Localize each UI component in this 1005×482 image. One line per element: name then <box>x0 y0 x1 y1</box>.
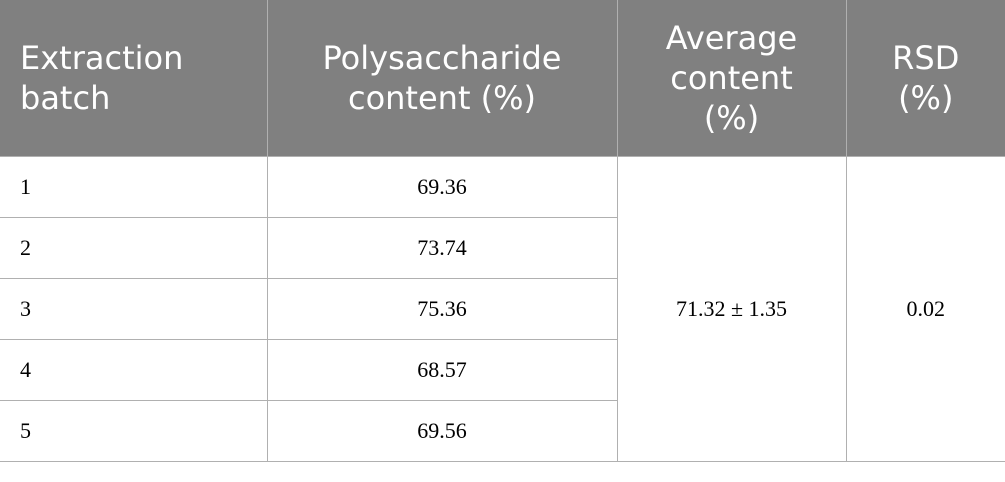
batch-cell: 5 <box>0 399 268 462</box>
header-cell: RSD (%) <box>846 0 1005 156</box>
header-text: Extraction batch <box>20 38 184 117</box>
header-cell: Average content (%) <box>617 0 847 156</box>
batch-cell: 3 <box>0 277 268 340</box>
content-cell: 75.36 <box>266 277 618 340</box>
batch-cell: 1 <box>0 155 268 218</box>
content-cell: 68.57 <box>266 338 618 401</box>
average-cell: 71.32 ± 1.35 <box>616 155 847 462</box>
header-text: Average content (%) <box>665 18 798 137</box>
table-row: 1 69.36 71.32 ± 1.35 0.02 <box>0 155 1005 462</box>
table-body: 1 69.36 71.32 ± 1.35 0.02 2 73.74 3 75.36 4 68.57… <box>0 155 1005 462</box>
table-row: 5 69.56 <box>0 399 1005 462</box>
rsd-cell: 0.02 <box>845 155 1005 462</box>
content-cell: 69.56 <box>266 399 618 462</box>
header-text: RSD (%) <box>892 38 960 117</box>
header-cell: Extraction batch <box>0 0 268 156</box>
data-table: Extraction batch Polysaccharide content (… <box>0 0 1005 462</box>
header-text: Polysaccharide content (%) <box>322 38 562 117</box>
content-cell: 73.74 <box>266 216 618 279</box>
table-row: 4 68.57 <box>0 338 1005 401</box>
batch-cell: 4 <box>0 338 268 401</box>
header-row: Extraction batch Polysaccharide content (… <box>0 0 1005 156</box>
batch-cell: 2 <box>0 216 268 279</box>
content-cell: 69.36 <box>266 155 618 218</box>
header-cell: Polysaccharide content (%) <box>267 0 618 156</box>
